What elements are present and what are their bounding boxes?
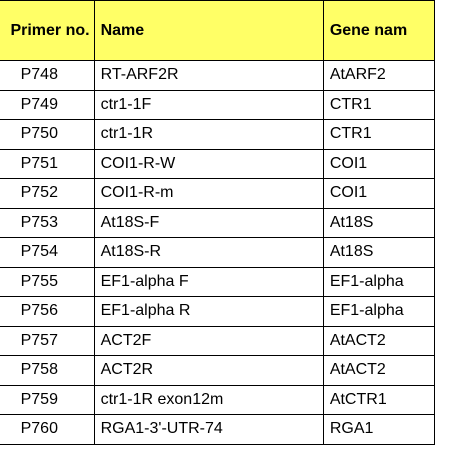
cell-primer-no: P759 <box>0 384 95 415</box>
cell-gene-name: AtARF2 <box>322 60 436 91</box>
table-row: P754 At18S-R At18S <box>0 237 436 268</box>
table-row: P755 EF1-alpha F EF1-alpha <box>0 266 436 297</box>
cell-primer-no: P748 <box>0 60 95 91</box>
table-row: P758 ACT2R AtACT2 <box>0 355 436 386</box>
cell-gene-name: EF1-alpha <box>322 296 436 327</box>
header-primer-no: Primer no. <box>0 0 95 61</box>
header-row: Primer no. Name Gene nam <box>0 0 436 61</box>
cell-gene-name: At18S <box>322 207 436 238</box>
cell-gene-name: CTR1 <box>322 89 436 120</box>
table-row: P748 RT-ARF2R AtARF2 <box>0 60 436 91</box>
cell-primer-no: P750 <box>0 119 95 150</box>
cell-gene-name: RGA1 <box>322 414 436 445</box>
cell-gene-name: CTR1 <box>322 119 436 150</box>
cell-name: At18S-F <box>93 207 324 238</box>
cell-name: ctr1-1F <box>93 89 324 120</box>
table-row: P760 RGA1-3'-UTR-74 RGA1 <box>0 414 436 445</box>
table-row: P752 COI1-R-m COI1 <box>0 178 436 209</box>
header-gene-name: Gene nam <box>322 0 436 61</box>
header-name: Name <box>93 0 324 61</box>
cell-primer-no: P753 <box>0 207 95 238</box>
cell-primer-no: P752 <box>0 178 95 209</box>
cell-name: RT-ARF2R <box>93 60 324 91</box>
cell-gene-name: AtCTR1 <box>322 384 436 415</box>
cell-name: ctr1-1R exon12m <box>93 384 324 415</box>
cell-gene-name: COI1 <box>322 178 436 209</box>
cell-gene-name: AtACT2 <box>322 325 436 356</box>
cell-name: RGA1-3'-UTR-74 <box>93 414 324 445</box>
cell-primer-no: P758 <box>0 355 95 386</box>
table-row: P756 EF1-alpha R EF1-alpha <box>0 296 436 327</box>
primer-table: Primer no. Name Gene nam P748 RT-ARF2R A… <box>0 0 436 445</box>
table-row: P749 ctr1-1F CTR1 <box>0 89 436 120</box>
cell-name: ctr1-1R <box>93 119 324 150</box>
cell-primer-no: P751 <box>0 148 95 179</box>
cell-primer-no: P754 <box>0 237 95 268</box>
cell-primer-no: P757 <box>0 325 95 356</box>
cell-name: EF1-alpha R <box>93 296 324 327</box>
cell-name: EF1-alpha F <box>93 266 324 297</box>
cell-gene-name: EF1-alpha <box>322 266 436 297</box>
cell-gene-name: AtACT2 <box>322 355 436 386</box>
cell-gene-name: At18S <box>322 237 436 268</box>
table-row: P751 COI1-R-W COI1 <box>0 148 436 179</box>
table-row: P750 ctr1-1R CTR1 <box>0 119 436 150</box>
cell-primer-no: P755 <box>0 266 95 297</box>
cell-name: ACT2R <box>93 355 324 386</box>
cell-gene-name: COI1 <box>322 148 436 179</box>
cell-name: COI1-R-W <box>93 148 324 179</box>
cell-primer-no: P756 <box>0 296 95 327</box>
cell-primer-no: P760 <box>0 414 95 445</box>
cell-primer-no: P749 <box>0 89 95 120</box>
table-row: P759 ctr1-1R exon12m AtCTR1 <box>0 384 436 415</box>
cell-name: At18S-R <box>93 237 324 268</box>
table-row: P757 ACT2F AtACT2 <box>0 325 436 356</box>
table-row: P753 At18S-F At18S <box>0 207 436 238</box>
cell-name: ACT2F <box>93 325 324 356</box>
cell-name: COI1-R-m <box>93 178 324 209</box>
